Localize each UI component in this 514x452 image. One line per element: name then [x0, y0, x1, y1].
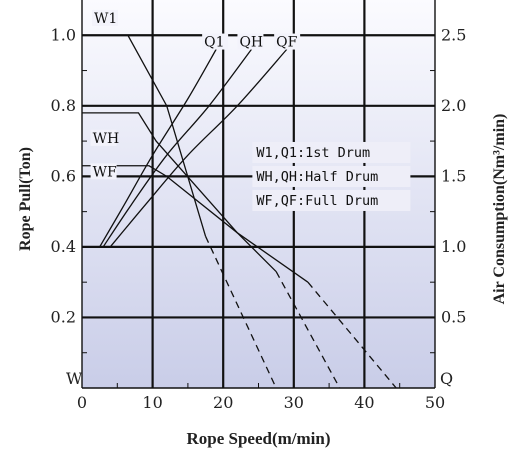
x-tick-label: 10	[142, 393, 162, 412]
series-w1-extension	[204, 236, 277, 389]
series-label-bg	[92, 9, 119, 26]
y-right-tick-label: 0.5	[441, 307, 466, 326]
series-layer	[82, 34, 397, 389]
y-axis-left-title: Rope Pull(Ton)	[17, 147, 34, 251]
axes	[81, 0, 436, 389]
series-label-wf: WF	[93, 164, 117, 180]
text-layer: W1 WH WF Q1 QH QF W1,Q1:1st Drum WH,QH:Half Dru…	[17, 9, 508, 448]
series-label-bg	[274, 33, 301, 50]
series-qf-line	[109, 48, 288, 248]
series-w1-line	[82, 34, 207, 237]
legend-bg	[252, 189, 411, 211]
corner-label-right: Q	[440, 369, 453, 388]
series-q1-line	[99, 49, 217, 248]
series-label-bg	[90, 163, 117, 180]
series-wh-extension	[275, 271, 341, 389]
legend-entry: W1,Q1:1st Drum	[256, 145, 370, 161]
x-tick-label: 30	[284, 393, 304, 412]
x-tick-label: 20	[213, 393, 233, 412]
legend-bg	[252, 141, 411, 163]
y-right-tick-label: 1.0	[441, 237, 466, 256]
series-label-qf: QF	[276, 35, 297, 51]
y-right-tick-label: 1.5	[441, 166, 466, 185]
y-left-tick-label: 1.0	[51, 25, 76, 44]
y-left-tick-label: 0.8	[51, 96, 76, 115]
y-left-tick-label: 0.2	[51, 307, 76, 326]
corner-label-left: W	[66, 369, 83, 388]
x-tick-label: 40	[354, 393, 374, 412]
series-label-wh: WH	[93, 131, 120, 147]
legend-entry: WF,QF:Full Drum	[256, 193, 378, 209]
legend-entry: WH,QH:Half Drum	[256, 169, 378, 185]
series-label-bg	[90, 129, 117, 146]
y-left-tick-label: 0.6	[51, 166, 76, 185]
x-tick-label: 0	[77, 393, 87, 412]
series-label-bg	[237, 33, 264, 50]
x-axis-title: Rope Speed(m/min)	[186, 429, 330, 448]
series-label-bg	[202, 33, 229, 50]
y-right-tick-label: 2.5	[441, 25, 466, 44]
y-axis-right-title: Air Consumption(Nm³/min)	[491, 114, 508, 305]
legend: W1,Q1:1st Drum WH,QH:Half Drum WF,QF:Full …	[252, 141, 411, 211]
series-wf-line	[82, 165, 309, 283]
series-label-w1: W1	[94, 11, 117, 27]
legend-bg	[252, 165, 411, 187]
series-wf-extension	[307, 281, 397, 389]
series-label-qh: QH	[239, 35, 263, 51]
y-right-tick-label: 2.0	[441, 96, 466, 115]
series-qh-line	[102, 48, 252, 248]
y-left-tick-label: 0.4	[51, 237, 76, 256]
x-tick-label: 50	[425, 393, 445, 412]
series-wh-line	[82, 112, 277, 273]
series-label-q1: Q1	[204, 35, 224, 51]
